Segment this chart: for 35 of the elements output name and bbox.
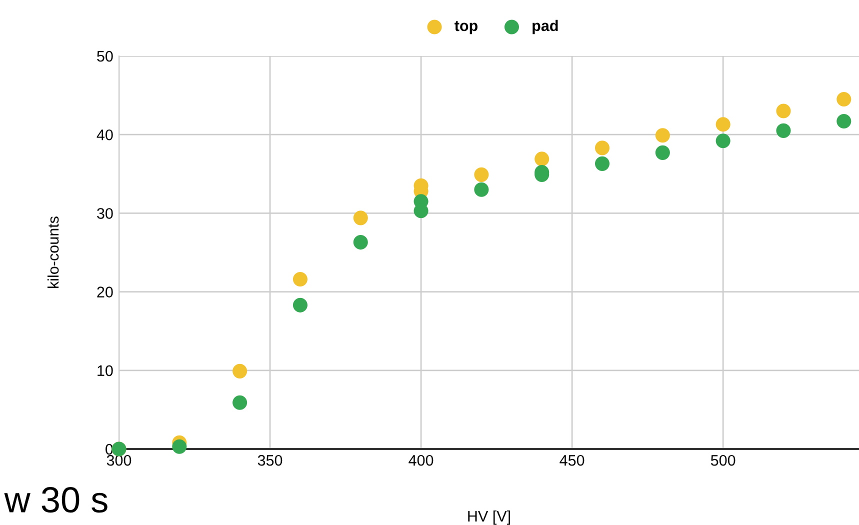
point	[836, 114, 852, 129]
point	[655, 128, 670, 143]
y-axis-title: kilo-counts	[47, 216, 59, 288]
y-tick-label: 30	[97, 208, 113, 219]
x-tick-label: 450	[560, 454, 584, 466]
point	[594, 156, 610, 171]
y-tick-label: 10	[98, 365, 113, 376]
x-tick-label: 350	[258, 454, 282, 466]
point	[292, 272, 308, 287]
point	[776, 123, 791, 138]
x-axis-title: HV [V]	[468, 510, 510, 525]
y-tick-label: 40	[96, 129, 113, 140]
point	[172, 439, 187, 454]
point	[716, 117, 730, 132]
point	[474, 182, 489, 197]
x-tick-label: 400	[408, 454, 434, 466]
point	[655, 145, 670, 160]
point	[353, 210, 368, 226]
legend-label: pad	[532, 20, 558, 34]
point	[292, 298, 308, 312]
point	[232, 364, 248, 378]
point	[594, 140, 610, 156]
x-tick-label: 500	[710, 454, 736, 466]
point	[716, 134, 730, 148]
point	[534, 152, 550, 166]
point	[232, 395, 248, 410]
point	[776, 104, 791, 118]
x-tick-label: 300	[106, 454, 132, 466]
y-tick-label: 20	[97, 286, 113, 298]
point	[353, 235, 368, 250]
legend-label: top	[454, 21, 478, 34]
y-tick-label: 50	[97, 50, 113, 62]
point	[836, 92, 852, 107]
text: w 30 s	[4, 487, 108, 513]
point	[474, 167, 489, 182]
